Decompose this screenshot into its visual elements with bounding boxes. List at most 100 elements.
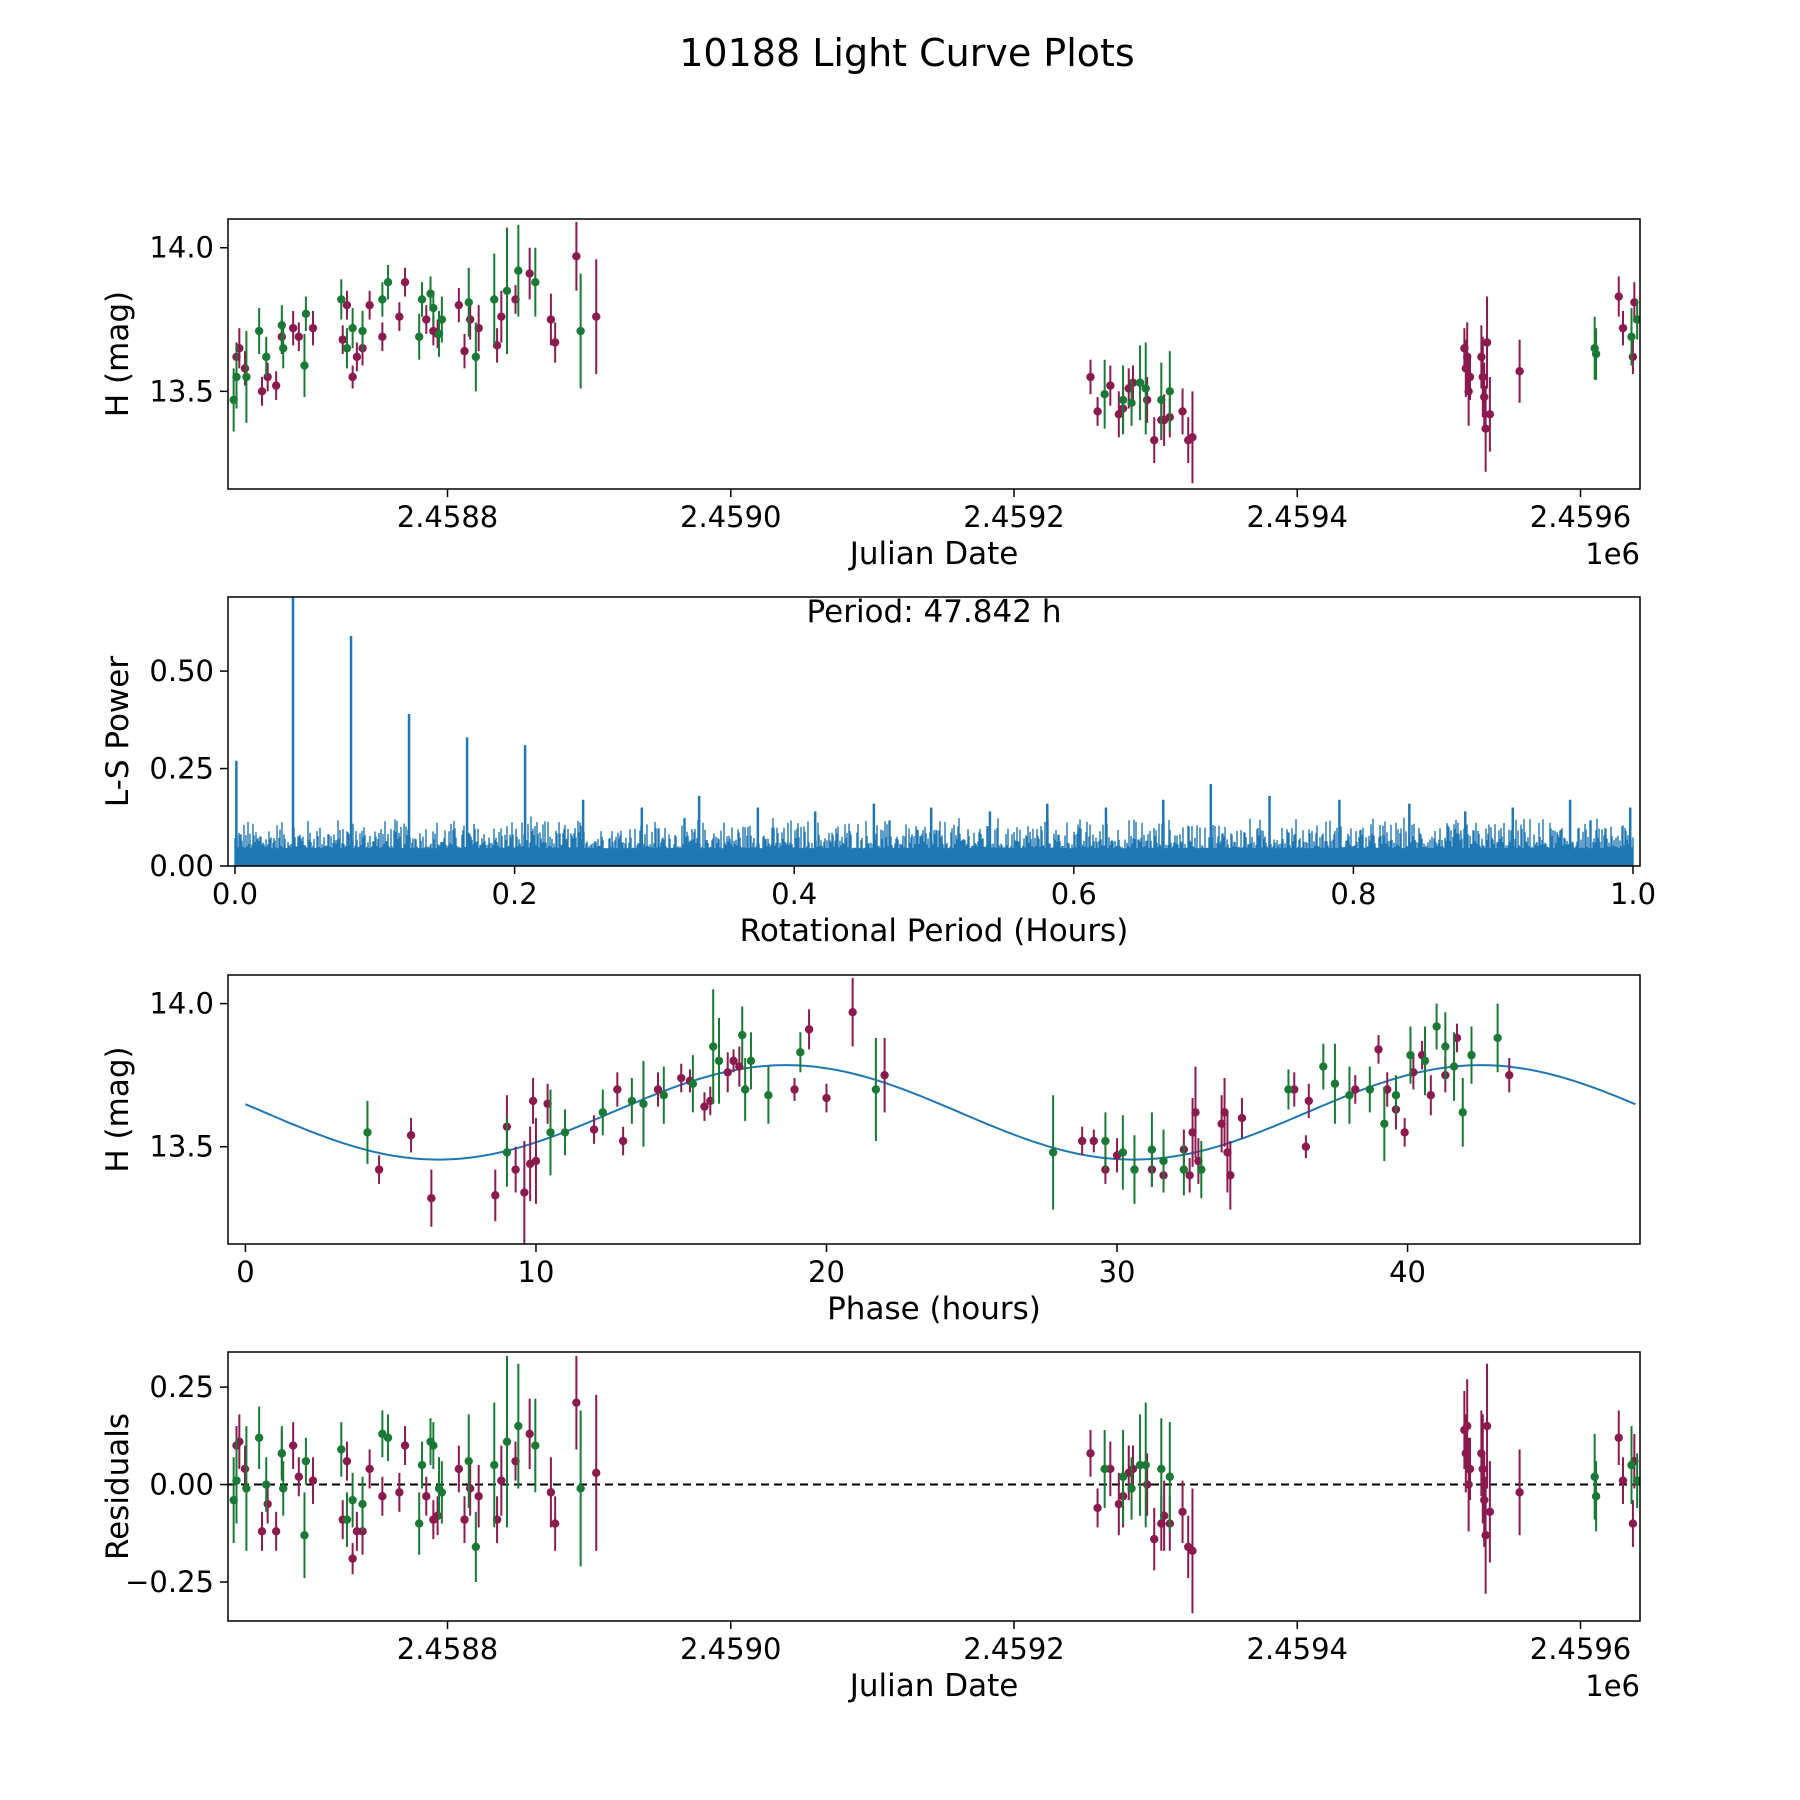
data-point xyxy=(363,1128,372,1137)
data-point xyxy=(592,1468,601,1478)
data-point xyxy=(1101,1136,1110,1146)
data-point xyxy=(497,312,506,321)
data-point xyxy=(1093,1503,1102,1513)
data-point xyxy=(301,1456,311,1466)
data-point xyxy=(735,1062,744,1071)
data-point xyxy=(1482,1421,1492,1431)
data-point xyxy=(653,1085,663,1094)
data-point xyxy=(383,277,393,287)
data-point xyxy=(1628,352,1638,362)
y-tick-label: 14.0 xyxy=(149,987,214,1021)
x-offset-label: 1e6 xyxy=(1585,1669,1640,1703)
figure-title: 10188 Light Curve Plots xyxy=(679,31,1134,75)
data-point xyxy=(1614,1433,1623,1442)
data-point xyxy=(308,1476,318,1485)
data-point xyxy=(365,1464,374,1474)
data-point xyxy=(531,277,540,287)
data-point xyxy=(723,1068,732,1077)
data-point xyxy=(1237,1113,1247,1123)
data-point xyxy=(700,1102,709,1111)
data-point xyxy=(337,1445,346,1454)
data-point xyxy=(525,269,534,278)
data-point xyxy=(796,1048,805,1057)
data-point xyxy=(232,1476,241,1485)
data-point xyxy=(417,295,427,304)
lightcurve-frame xyxy=(227,218,1641,490)
data-point xyxy=(546,315,556,324)
data-point xyxy=(1618,323,1628,333)
y-tick-label: 0.25 xyxy=(149,752,214,786)
data-point xyxy=(627,1096,637,1106)
data-point xyxy=(1319,1062,1328,1071)
data-point xyxy=(358,1527,367,1536)
periodogram-plot-area xyxy=(234,597,1634,866)
data-point xyxy=(1135,378,1145,387)
y-tick-label: −0.25 xyxy=(125,1565,214,1599)
data-point xyxy=(342,1456,352,1466)
data-point xyxy=(790,1085,799,1094)
data-point xyxy=(257,1527,267,1536)
data-point xyxy=(383,1433,393,1442)
data-point xyxy=(1147,1145,1157,1154)
data-point xyxy=(1477,352,1486,362)
periodogram-panel: Period: 47.842 h 0.0 0.2 0.4 0.6 0.8 1.0 0.00 0.… xyxy=(100,594,1656,949)
data-point xyxy=(464,298,473,307)
data-point xyxy=(1141,384,1150,393)
data-point xyxy=(804,1025,814,1034)
residuals-frame xyxy=(227,1351,1641,1622)
lightcurve-panel: 2.4588 2.4590 2.4592 2.4594 2.4596 13.5 14.0 Ju… xyxy=(100,218,1641,572)
data-point xyxy=(1089,1136,1098,1146)
data-point xyxy=(531,1156,541,1166)
data-point xyxy=(1100,390,1109,399)
data-point xyxy=(1185,1171,1194,1180)
data-point xyxy=(400,277,410,287)
data-point xyxy=(308,323,318,333)
data-point xyxy=(277,1449,287,1458)
data-point xyxy=(1191,1108,1200,1117)
data-point xyxy=(1515,1488,1524,1497)
data-point xyxy=(1426,1090,1436,1100)
data-point xyxy=(301,309,311,318)
data-point xyxy=(242,1484,251,1493)
data-point xyxy=(618,1136,628,1146)
data-point xyxy=(422,315,431,324)
data-point xyxy=(572,1398,581,1407)
phased-frame xyxy=(227,974,1641,1245)
data-point xyxy=(262,1480,271,1489)
data-point xyxy=(502,286,512,296)
data-point xyxy=(1304,1096,1313,1106)
data-point xyxy=(406,1131,416,1140)
data-point xyxy=(1290,1085,1299,1094)
data-point xyxy=(520,1188,529,1197)
data-point xyxy=(358,1499,367,1509)
data-point xyxy=(497,1476,506,1485)
data-point xyxy=(454,300,464,310)
data-point xyxy=(1482,338,1492,347)
data-point xyxy=(1301,1142,1311,1151)
data-point xyxy=(1628,1519,1638,1528)
data-point xyxy=(465,315,475,324)
data-point xyxy=(348,1495,357,1505)
x-tick-label: 0 xyxy=(236,1255,254,1289)
data-point xyxy=(589,1125,599,1134)
data-point xyxy=(1048,1148,1058,1157)
data-point xyxy=(528,1096,538,1106)
data-point xyxy=(1114,410,1124,419)
data-point xyxy=(1130,1165,1139,1174)
data-point xyxy=(1632,1476,1640,1485)
data-point xyxy=(1481,1531,1490,1540)
data-point xyxy=(437,315,447,324)
data-point xyxy=(714,1056,724,1066)
data-point xyxy=(429,303,438,313)
data-point xyxy=(1114,1499,1124,1509)
data-point xyxy=(1118,1472,1128,1481)
data-point xyxy=(348,372,357,382)
data-point xyxy=(1485,410,1495,419)
data-point xyxy=(271,1527,281,1536)
data-point xyxy=(1485,1507,1495,1517)
x-tick-label: 0.8 xyxy=(1330,877,1376,911)
data-point xyxy=(1614,292,1623,301)
x-offset-label: 1e6 xyxy=(1585,537,1640,571)
data-point xyxy=(288,323,298,333)
data-point xyxy=(592,312,601,321)
